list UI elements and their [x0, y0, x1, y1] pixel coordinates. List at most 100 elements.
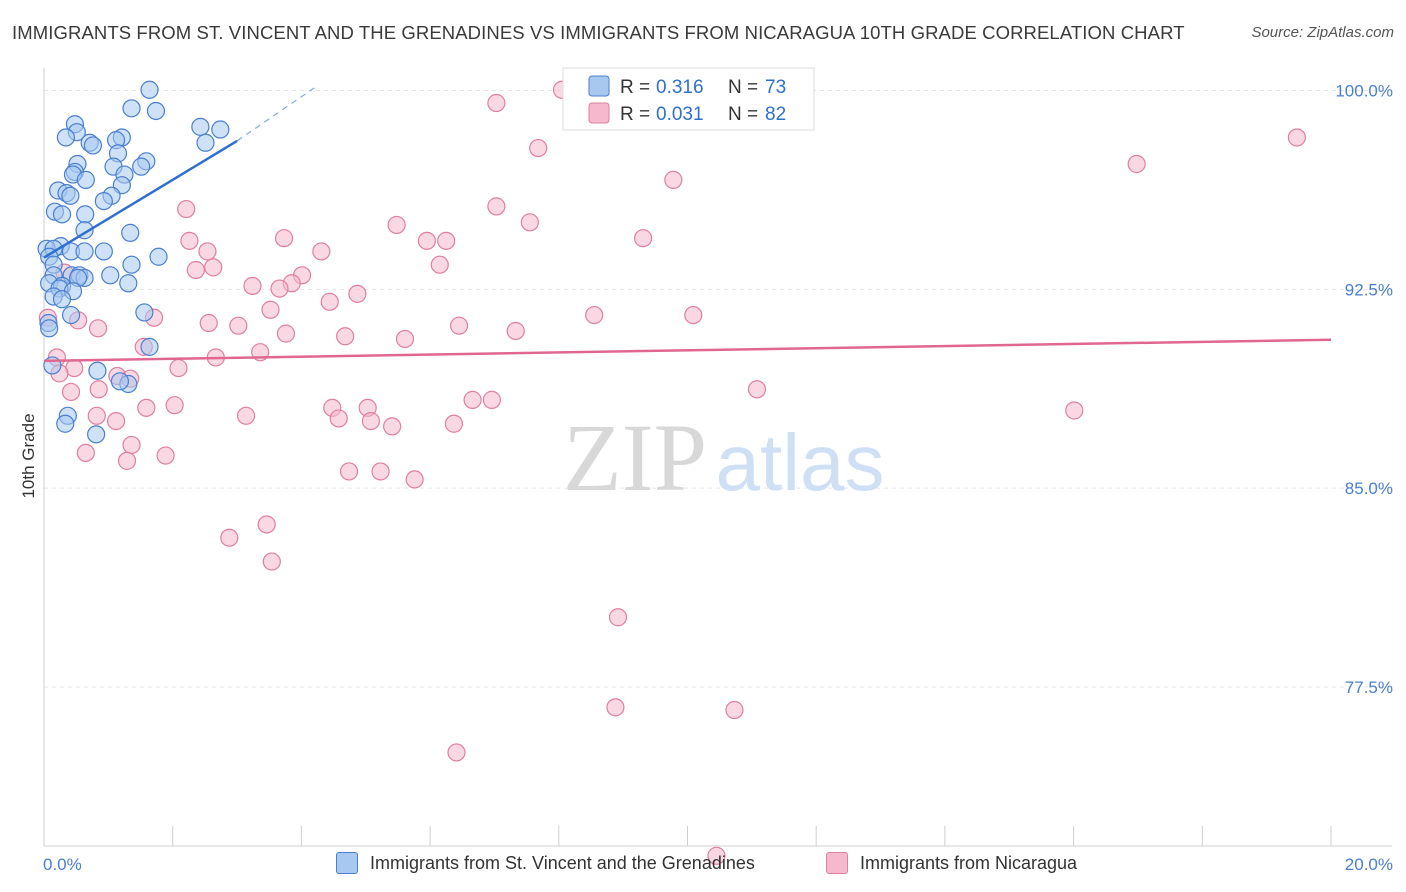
- nicaragua-point-24: [270, 279, 289, 298]
- nicaragua-point-1: [487, 93, 506, 113]
- st-vincent-point-1: [122, 99, 141, 118]
- st-vincent-point-47: [101, 266, 120, 285]
- bottom-legend-item-nicaragua: Immigrants from Nicaragua: [826, 852, 1077, 874]
- nicaragua-point-60: [87, 406, 106, 425]
- nicaragua-point-25: [348, 284, 367, 303]
- grid-lines: [44, 90, 1392, 688]
- nicaragua-trend-line: [43, 338, 1332, 363]
- legend-r-value-2: 0.031: [656, 104, 704, 125]
- bottom-legend-swatch-blue: [336, 852, 358, 874]
- st-vincent-trend-extension: [236, 87, 315, 142]
- x-tick-label-1: 20.0%: [1345, 855, 1393, 874]
- nicaragua-point-11: [274, 229, 294, 248]
- st-vincent-point-27: [94, 191, 113, 211]
- y-tick-label-0: 100.0%: [1335, 82, 1393, 101]
- legend-n-label-1: N =: [728, 77, 758, 98]
- chart-title: IMMIGRANTS FROM ST. VINCENT AND THE GREN…: [12, 22, 1185, 43]
- nicaragua-point-70: [117, 451, 137, 470]
- nicaragua-point-71: [339, 462, 359, 481]
- nicaragua-point-63: [329, 409, 348, 428]
- nicaragua-point-45: [169, 358, 188, 378]
- st-vincent-point-12: [196, 133, 215, 152]
- source-label: Source: ZipAtlas.com: [1251, 24, 1394, 41]
- st-vincent-point-67: [87, 425, 106, 444]
- bottom-legend-swatch-pink: [826, 852, 848, 874]
- axes: [43, 68, 1392, 847]
- nicaragua-points: [38, 80, 1306, 865]
- nicaragua-point-66: [444, 414, 464, 433]
- nicaragua-point-76: [262, 552, 281, 571]
- st-vincent-point-62: [88, 361, 107, 380]
- x-tick-label-0: 0.0%: [43, 855, 82, 874]
- nicaragua-point-36: [88, 319, 108, 338]
- nicaragua-point-5: [664, 170, 683, 189]
- nicaragua-point-26: [320, 292, 339, 311]
- st-vincent-point-49: [119, 274, 138, 293]
- nicaragua-point-33: [199, 313, 218, 333]
- nicaragua-point-2: [1287, 128, 1306, 147]
- nicaragua-point-52: [747, 380, 767, 399]
- st-vincent-point-30: [76, 205, 95, 224]
- nicaragua-point-6: [177, 199, 196, 219]
- nicaragua-point-17: [204, 258, 223, 277]
- nicaragua-point-34: [229, 316, 248, 335]
- nicaragua-point-67: [122, 435, 141, 455]
- bottom-legend-label-nicaragua: Immigrants from Nicaragua: [860, 852, 1078, 873]
- nicaragua-point-10: [180, 231, 199, 250]
- legend-swatch-blue: [588, 75, 610, 97]
- y-tick-label-2: 85.0%: [1345, 479, 1393, 498]
- st-vincent-point-55: [52, 290, 72, 309]
- st-vincent-point-5: [56, 128, 75, 147]
- bottom-legend-item-st-vincent: Immigrants from St. Vincent and the Gren…: [336, 852, 755, 874]
- watermark-zip: ZIP: [563, 404, 707, 511]
- y-tick-label-1: 92.5%: [1345, 280, 1393, 299]
- nicaragua-point-50: [89, 380, 108, 399]
- st-vincent-point-41: [122, 255, 141, 274]
- st-vincent-point-40: [149, 247, 168, 266]
- st-vincent-point-56: [135, 303, 154, 322]
- st-vincent-point-64: [110, 372, 130, 391]
- st-vincent-point-37: [75, 242, 94, 261]
- nicaragua-point-81: [707, 846, 726, 865]
- nicaragua-point-80: [447, 743, 466, 762]
- legend-r-value-1: 0.316: [656, 77, 704, 98]
- nicaragua-point-64: [361, 411, 380, 431]
- nicaragua-point-62: [106, 411, 126, 431]
- y-axis-label: 10th Grade: [19, 413, 38, 498]
- nicaragua-point-22: [243, 276, 262, 296]
- nicaragua-point-61: [236, 406, 256, 425]
- nicaragua-point-75: [220, 528, 239, 547]
- st-vincent-point-57: [61, 305, 81, 325]
- nicaragua-point-39: [336, 327, 355, 346]
- nicaragua-point-14: [633, 229, 653, 248]
- nicaragua-point-73: [405, 470, 424, 489]
- legend-r-label-2: R =: [620, 104, 650, 125]
- st-vincent-point-20: [76, 170, 95, 189]
- nicaragua-point-15: [198, 242, 217, 261]
- nicaragua-point-38: [276, 324, 296, 343]
- tick-labels: 100.0% 92.5% 85.0% 77.5% 0.0% 20.0%: [43, 82, 1393, 874]
- st-vincent-trend-line: [43, 139, 238, 259]
- nicaragua-point-35: [449, 316, 469, 335]
- nicaragua-point-55: [165, 396, 184, 415]
- st-vincent-point-0: [140, 80, 159, 99]
- nicaragua-point-8: [520, 213, 539, 232]
- legend-n-value-2: 82: [765, 104, 786, 125]
- st-vincent-point-29: [52, 205, 72, 224]
- nicaragua-point-12: [417, 231, 436, 250]
- st-vincent-point-59: [40, 319, 59, 338]
- nicaragua-point-16: [312, 242, 331, 261]
- nicaragua-point-28: [585, 305, 604, 325]
- st-vincent-point-11: [211, 120, 230, 139]
- st-vincent-point-60: [140, 337, 159, 356]
- nicaragua-point-79: [725, 700, 744, 720]
- st-vincent-point-9: [83, 136, 103, 155]
- nicaragua-point-65: [383, 417, 402, 436]
- trend-lines: [43, 87, 1332, 363]
- watermark-atlas: atlas: [716, 418, 885, 507]
- nicaragua-point-69: [156, 446, 175, 465]
- nicaragua-point-4: [1127, 154, 1146, 174]
- nicaragua-point-29: [684, 305, 703, 325]
- nicaragua-point-7: [487, 197, 506, 216]
